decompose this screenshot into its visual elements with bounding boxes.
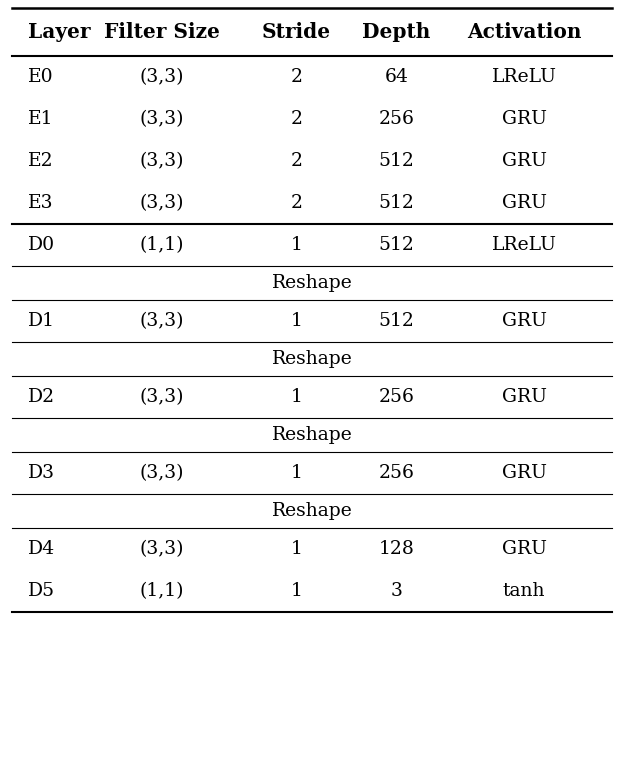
- Text: (3,3): (3,3): [140, 464, 185, 482]
- Text: Reshape: Reshape: [271, 502, 353, 520]
- Text: 256: 256: [378, 388, 414, 406]
- Text: 512: 512: [378, 194, 414, 212]
- Text: 256: 256: [378, 464, 414, 482]
- Text: 1: 1: [290, 582, 303, 600]
- Text: (1,1): (1,1): [140, 236, 185, 254]
- Text: tanh: tanh: [503, 582, 545, 600]
- Text: (3,3): (3,3): [140, 152, 185, 170]
- Text: GRU: GRU: [502, 388, 547, 406]
- Text: (3,3): (3,3): [140, 540, 185, 558]
- Text: Reshape: Reshape: [271, 350, 353, 368]
- Text: (3,3): (3,3): [140, 68, 185, 86]
- Text: 2: 2: [290, 152, 303, 170]
- Text: 512: 512: [378, 236, 414, 254]
- Text: GRU: GRU: [502, 312, 547, 330]
- Text: 256: 256: [378, 110, 414, 128]
- Text: 1: 1: [290, 464, 303, 482]
- Text: 2: 2: [290, 194, 303, 212]
- Text: LReLU: LReLU: [492, 68, 557, 86]
- Text: E1: E1: [28, 110, 54, 128]
- Text: Filter Size: Filter Size: [104, 22, 220, 42]
- Text: D3: D3: [28, 464, 55, 482]
- Text: (3,3): (3,3): [140, 312, 185, 330]
- Text: GRU: GRU: [502, 110, 547, 128]
- Text: 2: 2: [290, 68, 303, 86]
- Text: GRU: GRU: [502, 540, 547, 558]
- Text: Reshape: Reshape: [271, 274, 353, 292]
- Text: E3: E3: [28, 194, 54, 212]
- Text: 1: 1: [290, 388, 303, 406]
- Text: Reshape: Reshape: [271, 426, 353, 444]
- Text: 128: 128: [378, 540, 414, 558]
- Text: 1: 1: [290, 236, 303, 254]
- Text: D4: D4: [28, 540, 55, 558]
- Text: 64: 64: [384, 68, 408, 86]
- Text: GRU: GRU: [502, 464, 547, 482]
- Text: Layer: Layer: [28, 22, 90, 42]
- Text: 1: 1: [290, 312, 303, 330]
- Text: 512: 512: [378, 312, 414, 330]
- Text: 512: 512: [378, 152, 414, 170]
- Text: (3,3): (3,3): [140, 388, 185, 406]
- Text: D5: D5: [28, 582, 55, 600]
- Text: 1: 1: [290, 540, 303, 558]
- Text: D0: D0: [28, 236, 55, 254]
- Text: Activation: Activation: [467, 22, 582, 42]
- Text: D1: D1: [28, 312, 55, 330]
- Text: Depth: Depth: [362, 22, 431, 42]
- Text: LReLU: LReLU: [492, 236, 557, 254]
- Text: E2: E2: [28, 152, 54, 170]
- Text: GRU: GRU: [502, 152, 547, 170]
- Text: (3,3): (3,3): [140, 194, 185, 212]
- Text: 2: 2: [290, 110, 303, 128]
- Text: E0: E0: [28, 68, 54, 86]
- Text: D2: D2: [28, 388, 55, 406]
- Text: Stride: Stride: [262, 22, 331, 42]
- Text: GRU: GRU: [502, 194, 547, 212]
- Text: (1,1): (1,1): [140, 582, 185, 600]
- Text: 3: 3: [390, 582, 402, 600]
- Text: (3,3): (3,3): [140, 110, 185, 128]
